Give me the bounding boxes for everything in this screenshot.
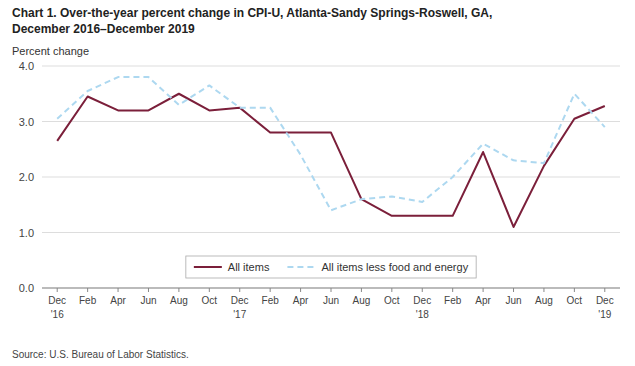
x-year-label: '19 (598, 309, 611, 320)
y-tick-label: 3.0 (19, 116, 34, 128)
x-tick-label: Feb (79, 295, 97, 306)
x-tick-label: Aug (170, 295, 188, 306)
x-tick-label: Apr (475, 295, 491, 306)
x-tick-label: Feb (262, 295, 280, 306)
x-year-label: '17 (233, 309, 246, 320)
y-tick-label: 2.0 (19, 171, 34, 183)
x-tick-label: Oct (384, 295, 400, 306)
legend-swatch (287, 266, 315, 268)
chart: Chart 1. Over-the-year percent change in… (0, 0, 635, 366)
x-tick-label: Aug (353, 295, 371, 306)
grid-line (42, 232, 620, 233)
x-tick (604, 288, 605, 292)
grid-line (42, 121, 620, 122)
x-tick-label: Dec (596, 295, 614, 306)
x-tick (178, 288, 179, 292)
x-tick (118, 288, 119, 292)
title: Chart 1. Over-the-year percent change in… (12, 6, 492, 20)
x-tick (270, 288, 271, 292)
x-tick (209, 288, 210, 292)
plot-area (57, 77, 605, 227)
y-tick-label: 1.0 (19, 227, 34, 239)
x-tick (513, 288, 514, 292)
x-tick (452, 288, 453, 292)
x-tick (57, 288, 58, 292)
legend-swatch (194, 266, 222, 268)
x-tick (422, 288, 423, 292)
x-tick-label: Dec (231, 295, 249, 306)
x-tick-label: Oct (202, 295, 218, 306)
x-tick-label: Apr (293, 295, 309, 306)
series-line (57, 77, 605, 210)
x-tick-label: Oct (567, 295, 583, 306)
legend-label: All items less food and energy (321, 261, 468, 273)
x-tick-label: Jun (323, 295, 339, 306)
x-tick-label: Dec (413, 295, 431, 306)
legend: All items All items less food and energy (186, 256, 476, 278)
y-tick-label: 0.0 (19, 282, 34, 294)
subtitle: December 2016–December 2019 (12, 22, 195, 36)
x-tick (391, 288, 392, 292)
x-tick-label: Jun (140, 295, 156, 306)
y-axis-label: Percent change (12, 45, 89, 57)
y-tick-label: 4.0 (19, 60, 34, 72)
grid-line (42, 66, 620, 67)
source: Source: U.S. Bureau of Labor Statistics. (12, 349, 189, 360)
x-tick (483, 288, 484, 292)
x-tick (574, 288, 575, 292)
x-year-label: '18 (416, 309, 429, 320)
legend-frame (186, 256, 476, 278)
grid-line (42, 177, 620, 178)
legend-label: All items (228, 261, 270, 273)
x-tick-label: Aug (535, 295, 553, 306)
x-tick-label: Apr (110, 295, 126, 306)
x-tick (331, 288, 332, 292)
x-year-label: '16 (51, 309, 64, 320)
x-tick-label: Dec (48, 295, 66, 306)
x-tick (239, 288, 240, 292)
x-tick (361, 288, 362, 292)
x-tick (300, 288, 301, 292)
x-tick (87, 288, 88, 292)
x-tick (148, 288, 149, 292)
x-tick-label: Feb (444, 295, 462, 306)
x-tick (543, 288, 544, 292)
x-tick-label: Jun (505, 295, 521, 306)
